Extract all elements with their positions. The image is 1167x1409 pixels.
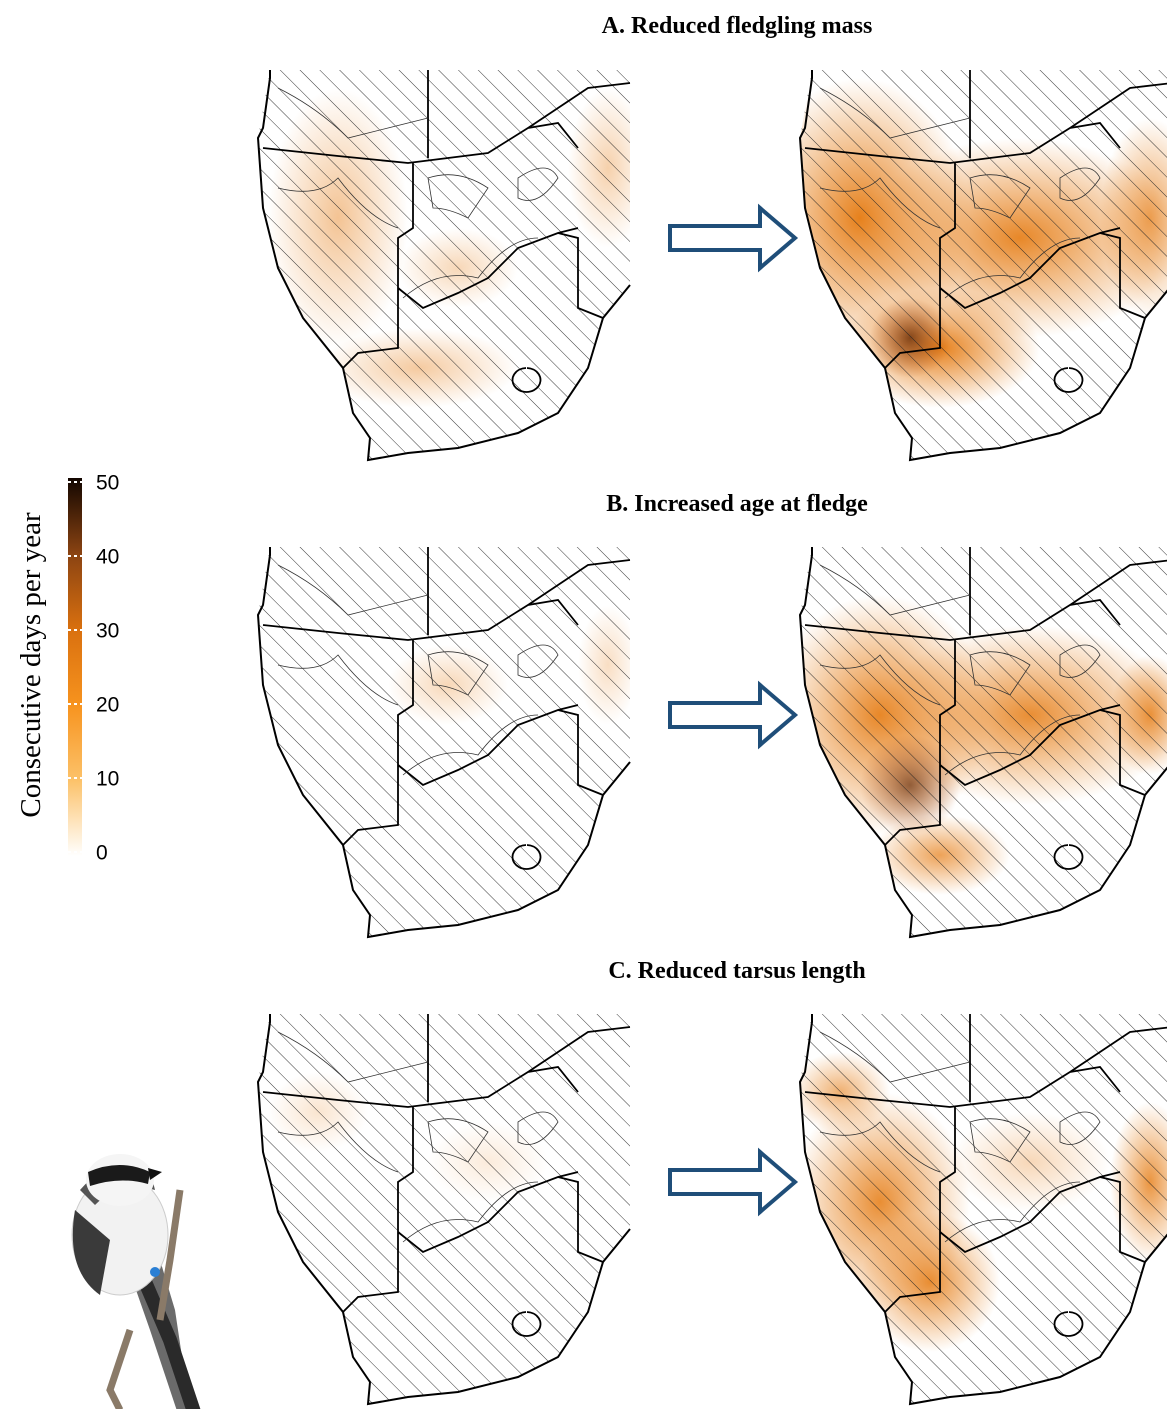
- colorbar: [68, 478, 82, 856]
- colorbar-tick-label: 10: [96, 768, 119, 791]
- arrow: [670, 208, 795, 268]
- map-outline: [258, 70, 630, 460]
- legend: 0 10 20 30 40 50 Consecutive days per year: [15, 472, 119, 865]
- colorbar-tick-label: 20: [96, 694, 119, 717]
- panel-title: B. Increased age at fledge: [606, 491, 868, 517]
- map-outline: [800, 1014, 1167, 1404]
- map: [258, 1014, 630, 1404]
- colorbar-tick-label: 30: [96, 620, 119, 643]
- panel-title: A. Reduced fledgling mass: [602, 13, 873, 39]
- map-outline: [800, 547, 1167, 937]
- map-outline: [800, 70, 1167, 460]
- map-outline: [258, 1014, 630, 1404]
- arrow: [670, 1152, 795, 1212]
- map-outline: [258, 547, 630, 937]
- bird-photo: [72, 1154, 200, 1409]
- panel-title: C. Reduced tarsus length: [608, 958, 865, 984]
- map: [750, 70, 1167, 460]
- map: [770, 547, 1167, 937]
- colorbar-tick-label: 40: [96, 546, 119, 569]
- arrow: [670, 685, 795, 745]
- colorbar-tick-label: 0: [96, 842, 108, 865]
- panels: A. Reduced fledgling mass B. Increased ag…: [258, 13, 1167, 1404]
- figure: A. Reduced fledgling mass B. Increased ag…: [0, 0, 1167, 1409]
- colorbar-tick-label: 50: [96, 472, 119, 495]
- map: [790, 1014, 1167, 1404]
- legend-title: Consecutive days per year: [15, 512, 47, 818]
- map: [258, 547, 638, 937]
- map: [258, 70, 648, 460]
